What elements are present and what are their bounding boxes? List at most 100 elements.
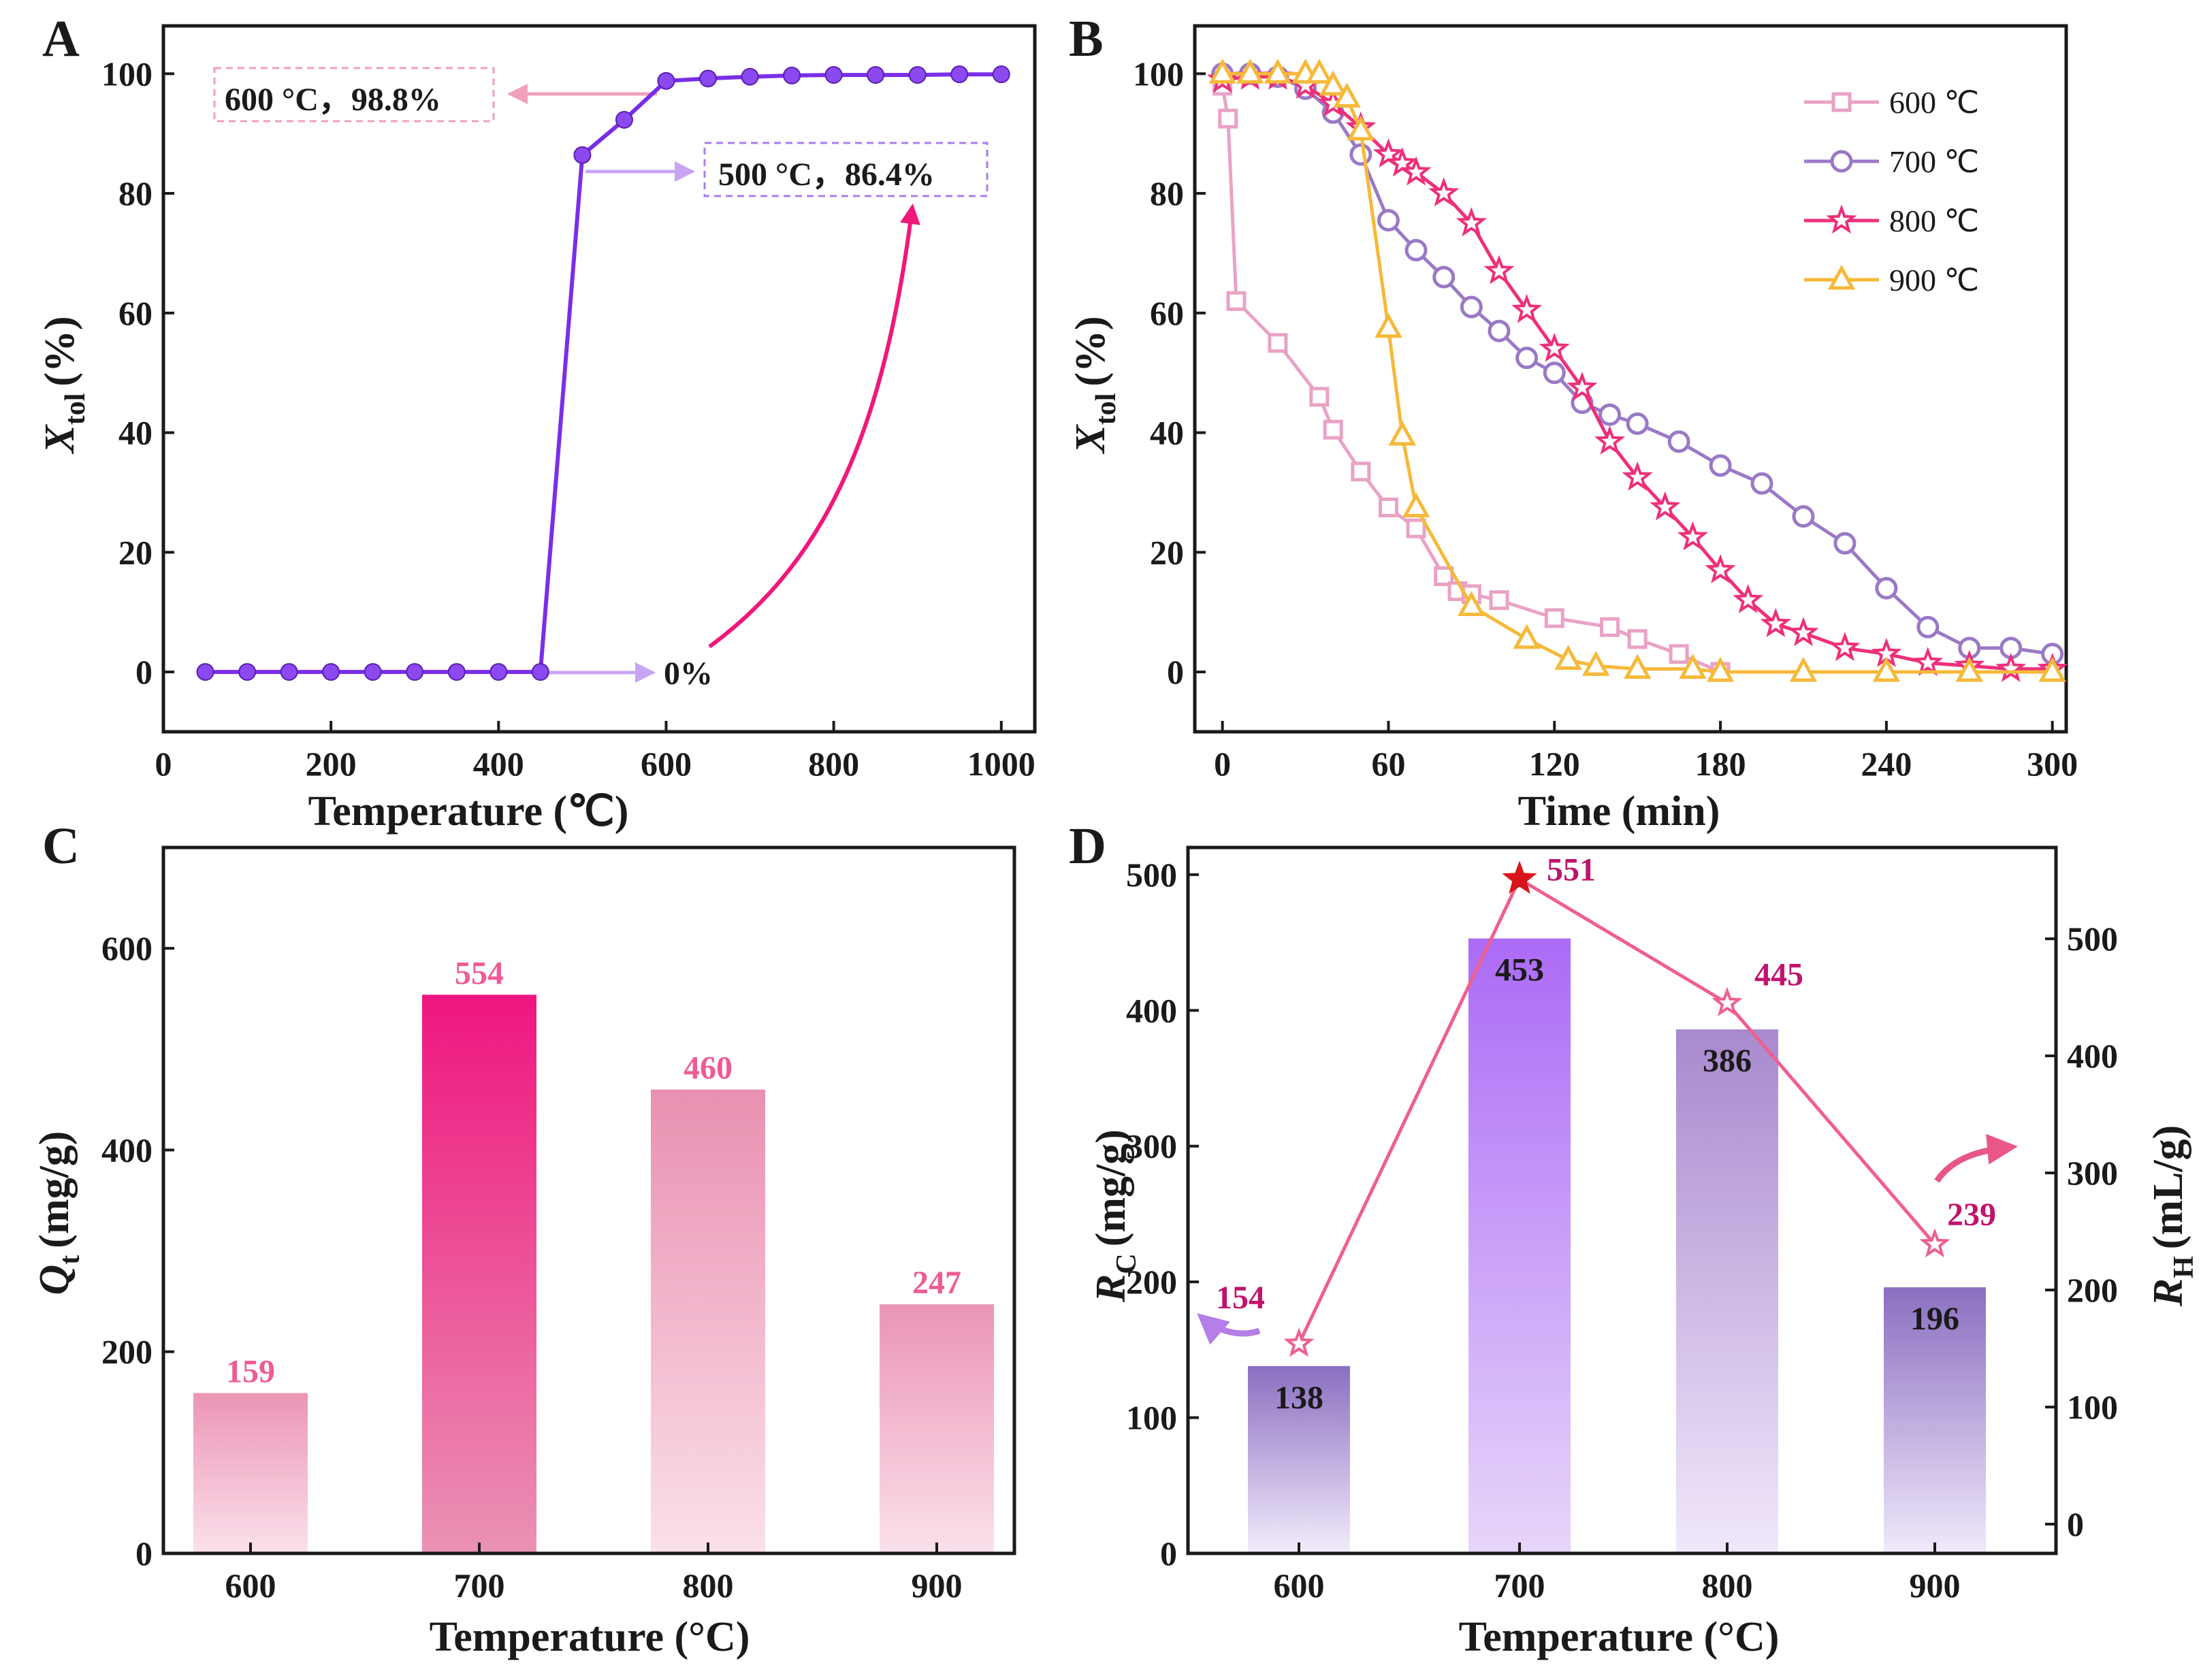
b-legend-label: 600 ℃ [1889, 85, 1979, 120]
d2-ytick-label: 300 [2067, 1154, 2118, 1192]
panel-label-c: C [42, 818, 80, 875]
b-legend-marker [1830, 150, 1853, 173]
a-point [238, 663, 257, 681]
b-point-0 [1226, 291, 1247, 311]
a-point [280, 663, 298, 681]
c-xtick-label: 600 [225, 1566, 276, 1604]
d-bar-800 [1676, 1029, 1778, 1553]
a-point [783, 66, 801, 84]
b-xtick-label: 120 [1529, 745, 1580, 783]
a-point [447, 663, 466, 681]
c-xtick-label: 900 [912, 1566, 963, 1604]
b-xtick-label: 60 [1371, 745, 1405, 783]
b-point-3 [1305, 59, 1334, 84]
d2-ytick-label: 400 [2067, 1037, 2118, 1075]
b-point-3 [1236, 59, 1264, 84]
d-ytick-label: 300 [1126, 1127, 1177, 1165]
c-ytick-label: 600 [101, 929, 152, 967]
b-point-3 [1458, 591, 1485, 616]
d2-ytick-label: 0 [2067, 1505, 2084, 1543]
a-point [741, 67, 759, 86]
d-ytick-label: 200 [1126, 1263, 1177, 1301]
c-ytick-label: 400 [101, 1131, 152, 1169]
panel-d: 138 453 386 196 600 700 800 900 0 100 200 300 400 50… [1088, 845, 2200, 1660]
b-point-2 [1594, 425, 1626, 455]
b-point-1 [1349, 143, 1372, 166]
a-ytick-label: 80 [118, 174, 152, 212]
b-legend-label: 800 ℃ [1889, 204, 1979, 238]
b-ytick-label: 0 [1167, 653, 1184, 691]
b-point-1 [1404, 239, 1428, 262]
c-ytick-label: 200 [101, 1333, 152, 1371]
b-point-3 [1789, 656, 1818, 682]
a-point [531, 663, 549, 681]
a-ytick-label: 60 [118, 294, 152, 332]
b-point-2 [1705, 553, 1736, 583]
d-bar-label: 453 [1495, 952, 1544, 988]
b-point-0 [1378, 497, 1398, 517]
panel-b: 0 60 120 180 240 300 0 20 40 60 80 100 600 ℃ 700 ℃ 80… [1067, 24, 2078, 835]
c-bar-label: 554 [455, 955, 504, 991]
panel-c: 159 554 460 247 600 700 800 900 0 200 400 600 Temp… [31, 845, 1016, 1660]
d-rh-point [1919, 1228, 1950, 1258]
d-bar-label: 386 [1703, 1043, 1752, 1079]
b-ytick-label: 60 [1150, 294, 1184, 332]
b-point-0 [1627, 629, 1648, 649]
d2-ytick-label: 100 [2067, 1388, 2118, 1426]
b-xtick-label: 180 [1695, 745, 1746, 783]
b-point-3 [1402, 492, 1430, 517]
b-point-2 [1622, 461, 1653, 491]
b-xtick-label: 240 [1861, 745, 1912, 783]
annotation-500: 500 °C，86.4% [585, 142, 989, 197]
annotation-600: 600 °C，98.8% [213, 67, 657, 123]
a-point [196, 663, 214, 681]
annotation-600-text: 600 °C，98.8% [225, 82, 441, 118]
right-axis-arrow [1934, 1133, 2018, 1183]
b-legend-marker [1827, 264, 1856, 290]
a-point [615, 110, 633, 129]
b-point-2 [1677, 521, 1708, 551]
c-bar-label: 247 [912, 1265, 961, 1301]
b-point-1 [1626, 412, 1649, 435]
b-point-1 [1833, 532, 1857, 555]
b-point-0 [1489, 590, 1509, 611]
b-point-1 [1916, 615, 1940, 639]
b-point-3 [1955, 656, 1984, 682]
b-legend-marker [1831, 92, 1852, 112]
b-legend-label: 700 ℃ [1889, 144, 1979, 179]
b-point-0 [1669, 644, 1689, 664]
b-point-0 [1544, 608, 1564, 628]
b-point-2 [1733, 583, 1764, 613]
panel-label-b: B [1069, 10, 1104, 67]
b-point-1 [1488, 319, 1511, 342]
a-ytick-label: 20 [118, 533, 152, 571]
c-xtick-label: 700 [454, 1566, 505, 1604]
c-bar-label: 460 [684, 1050, 733, 1086]
b-point-2 [1788, 617, 1819, 647]
d-ytick-label: 500 [1126, 856, 1177, 894]
b-point-3 [1513, 624, 1541, 649]
a-xlabel: Temperature (℃) [308, 788, 629, 835]
b-legend: 600 ℃ 700 ℃ 800 ℃ 900 ℃ [1804, 85, 1979, 297]
d-bar-label: 196 [1910, 1301, 1959, 1337]
d-bar-700 [1468, 938, 1571, 1553]
c-axes-frame [161, 845, 1016, 1555]
a-point [699, 69, 717, 88]
b-point-1 [1543, 361, 1566, 385]
b-point-3 [1347, 115, 1375, 141]
a-point [573, 146, 592, 164]
d-ytick-label: 0 [1160, 1534, 1177, 1572]
b-legend-label: 900 ℃ [1889, 263, 1979, 297]
a-ytick-label: 40 [118, 414, 152, 452]
b-point-0 [1406, 518, 1426, 538]
b-point-3 [2038, 656, 2066, 682]
d-ylabel-right: RH(mL/g) [2145, 1125, 2200, 1308]
d-bar-900 [1884, 1287, 1986, 1553]
b-point-2 [1912, 647, 1944, 677]
b-ytick-label: 100 [1133, 54, 1184, 93]
c-bar-800 [651, 1089, 765, 1553]
a-point [364, 663, 382, 681]
b-ytick-label: 80 [1150, 174, 1184, 212]
b-point-3 [1375, 312, 1402, 338]
